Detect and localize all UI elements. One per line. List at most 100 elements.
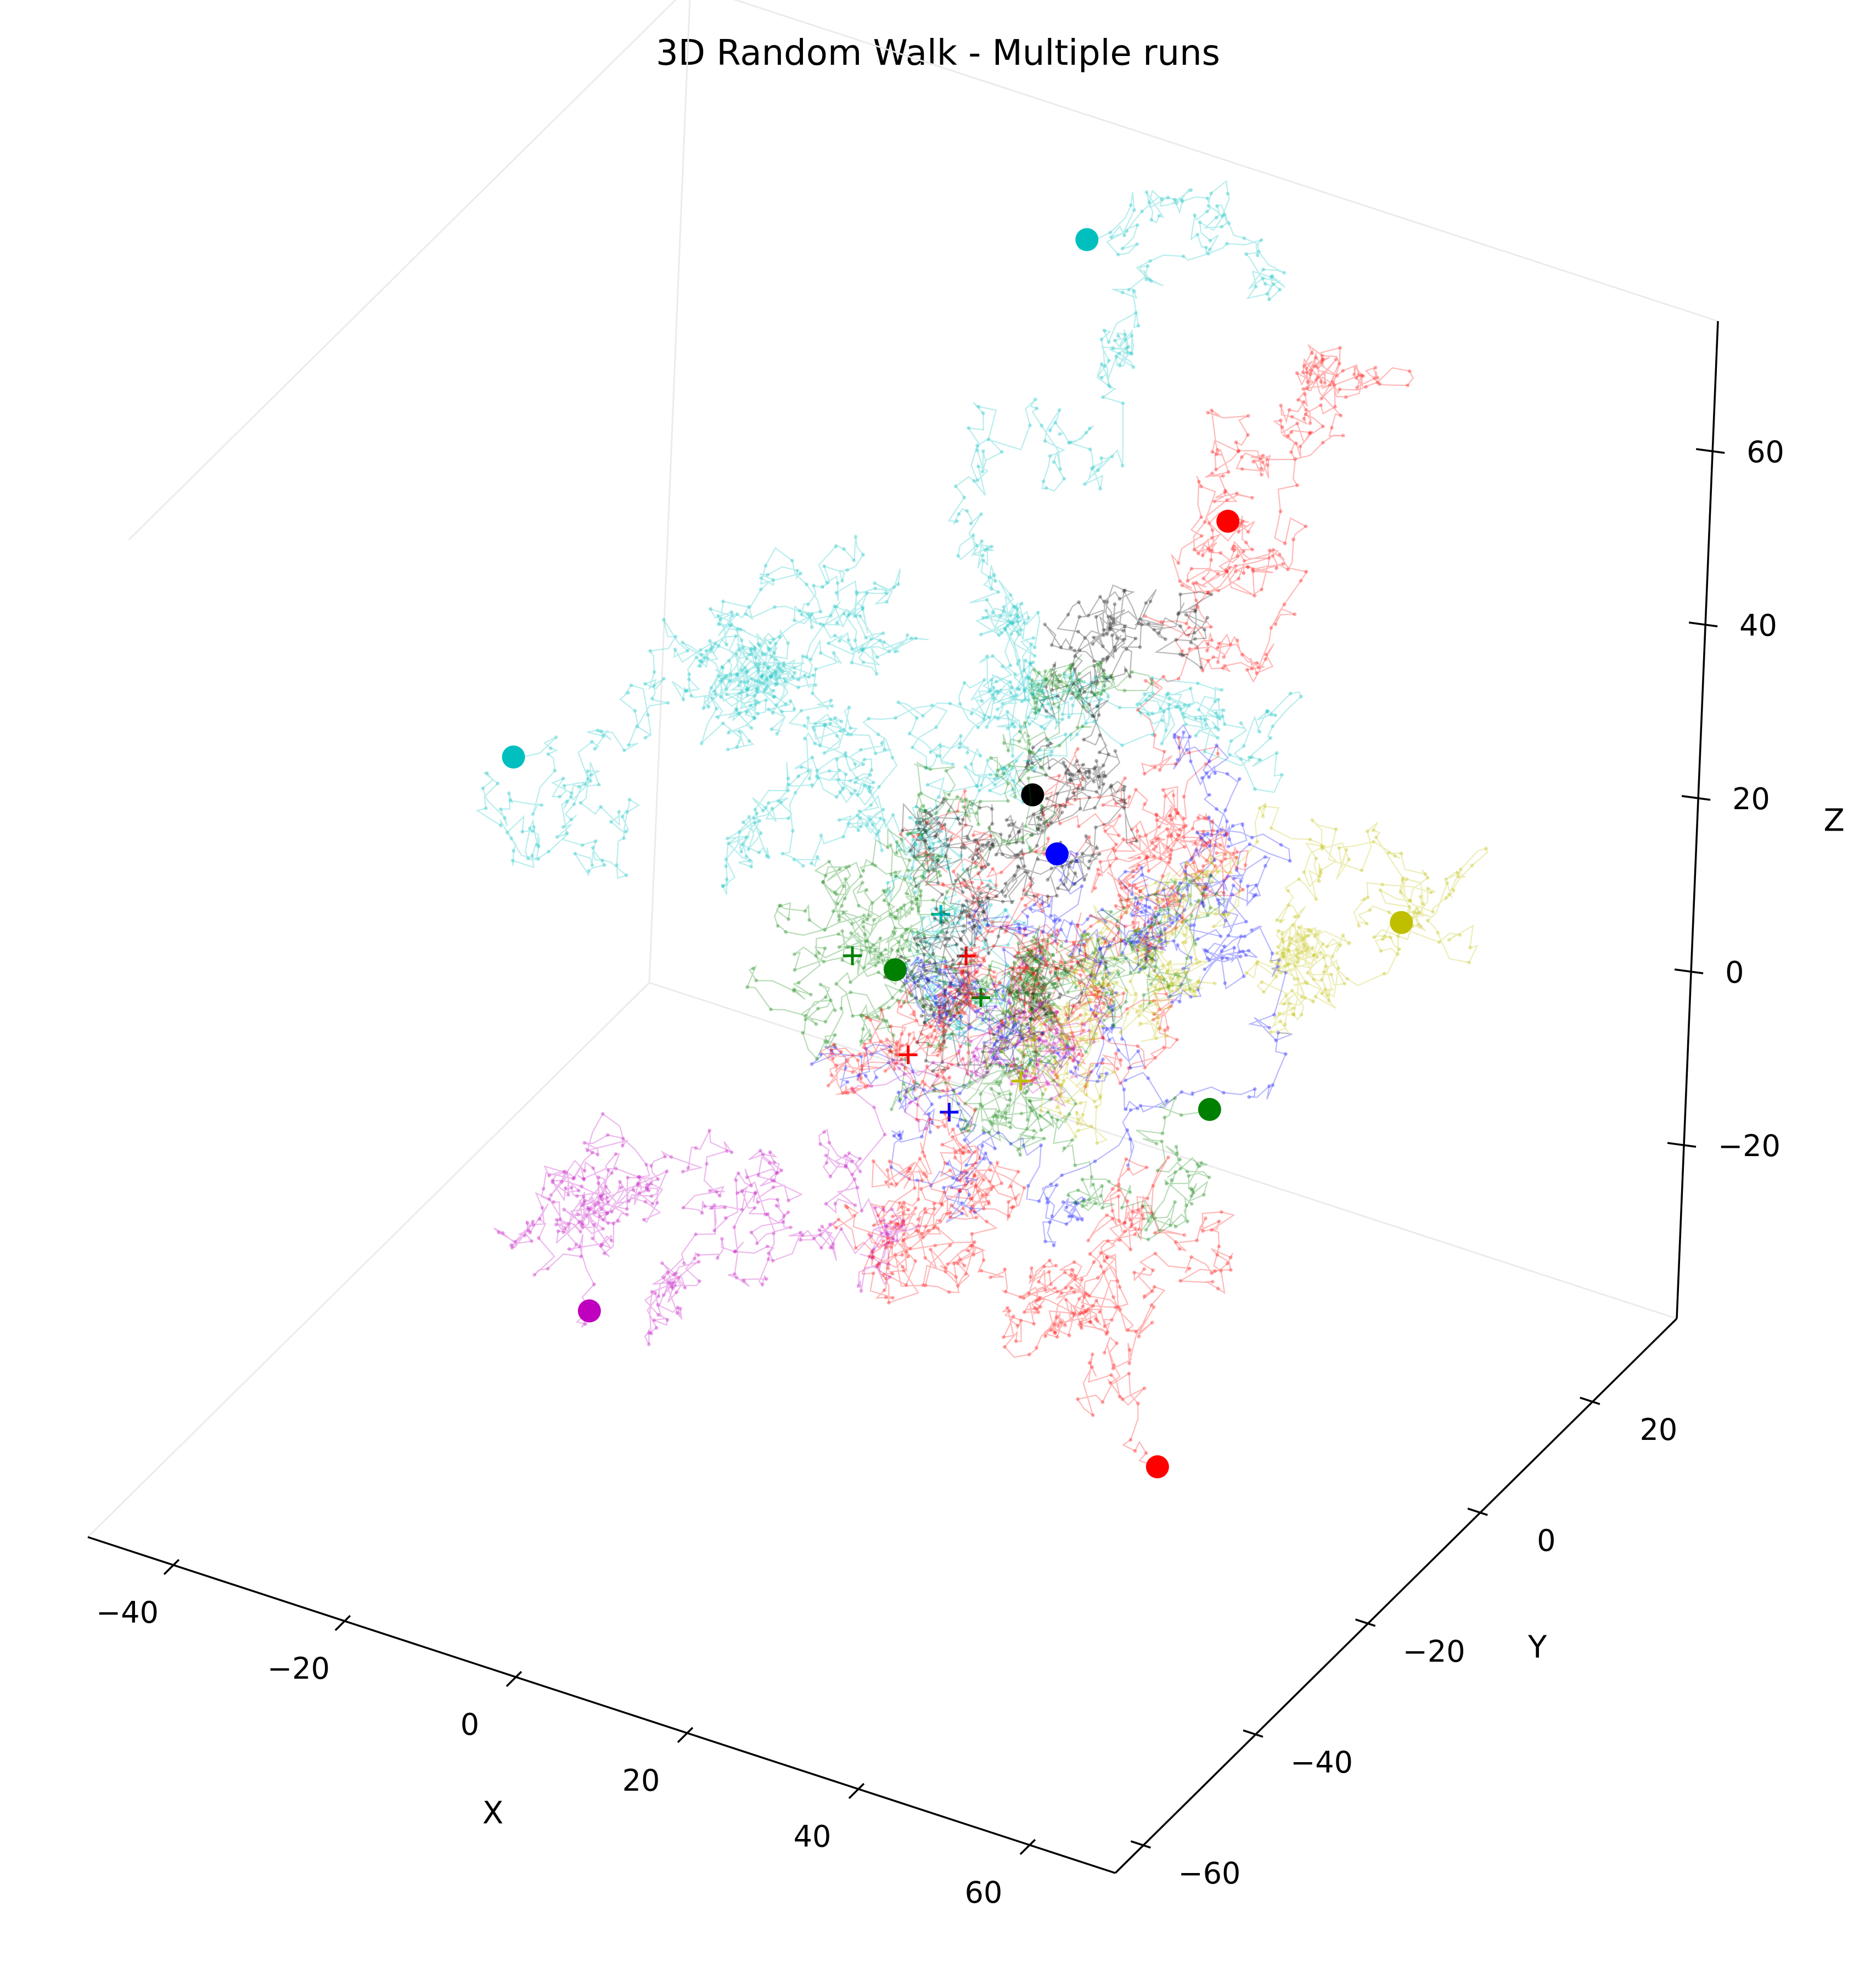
walk-point [1218,843,1222,847]
walk-point [877,784,881,789]
walk-point [923,828,926,832]
walk-point [512,849,515,853]
walk-point [707,1129,711,1133]
walk-point [1006,1009,1010,1013]
walk-point [964,1163,968,1168]
walk-point [1057,408,1061,412]
walk-point [605,1212,609,1216]
walk-point [1038,977,1043,981]
walk-point [1089,1017,1094,1021]
walk-point [1003,1071,1007,1075]
walk-point [499,823,503,828]
walk-point [1049,821,1053,825]
walk-point [1162,978,1166,982]
x-tick-label: −40 [96,1595,159,1630]
walk-point [963,1030,967,1034]
walk-point [806,715,810,720]
walk-point [1064,1019,1068,1023]
walk-point [979,512,984,516]
walk-point [1013,1044,1018,1049]
walk-point [981,946,986,950]
walk-point [600,1192,605,1197]
walk-point [929,1007,933,1011]
walk-point [916,1197,920,1202]
walk-point [577,784,581,789]
walk-point [922,1172,926,1176]
walk-point [1007,1309,1012,1313]
walk-point [742,1279,746,1283]
walk-point [1063,1324,1068,1327]
walk-point [1036,1038,1041,1042]
walk-point [961,999,965,1003]
walk-point [1010,685,1014,689]
walk-point [856,1186,860,1190]
walk-point [743,680,747,684]
walk-point [970,1163,975,1168]
walk-point [990,920,995,924]
walk-point [840,1091,845,1095]
walk-point [598,1195,602,1199]
walk-point [766,1212,770,1216]
walk-point [943,1003,947,1007]
walk-point [681,1169,685,1174]
walk-point [1081,762,1086,767]
walk-point [1379,949,1383,953]
walk-point [1182,835,1186,839]
walk-point [907,958,911,963]
walk-point [1282,954,1287,958]
walk-point [1426,887,1430,890]
walk-point [615,1219,620,1223]
walk-point [1195,875,1200,879]
walk-point [845,1091,850,1095]
walk-point [1162,749,1166,754]
walk-point [893,870,897,874]
walk-point [916,1218,920,1221]
walk-point [1184,899,1189,903]
walk-point [1158,907,1162,911]
walk-point [988,1031,992,1035]
walk-point [1061,882,1066,887]
walk-point [1128,1348,1132,1352]
walk-point [1040,984,1044,988]
walk-point [846,822,850,826]
walk-point [999,631,1003,635]
walk-point [1013,1197,1018,1201]
walk-point [1065,683,1069,688]
walk-point [856,828,861,832]
walk-point [1026,738,1031,743]
walk-point [1166,898,1170,901]
walk-point [985,654,989,658]
walk-point [724,642,729,647]
walk-point [586,769,589,773]
walk-point [984,1192,988,1197]
walk-point [1263,282,1267,286]
walk-point [828,1246,833,1250]
walk-point [985,546,990,551]
walk-point [946,1262,950,1266]
walk-point [877,970,881,974]
walk-point [963,1183,968,1187]
walk-point [1013,672,1017,676]
walk-point [837,639,841,643]
walk-point [838,790,842,794]
walk-point [1160,1139,1164,1143]
walk-point [1023,621,1027,625]
walk-point [1012,604,1015,609]
walk-point [1210,471,1215,475]
walk-point [709,648,713,652]
walk-point [1009,1092,1013,1096]
walk-point [579,1254,583,1259]
walk-point [1203,840,1206,845]
walk-point [530,829,535,833]
walk-point [1021,1055,1026,1059]
walk-point [978,926,982,930]
walk-point [1076,1188,1080,1192]
walk-point [622,836,626,840]
walk-point [939,1046,942,1050]
walk-point [1207,775,1211,780]
walk-point [1029,663,1032,667]
walk-point [1010,900,1014,905]
walk-point [1124,911,1128,915]
walk-point [1136,927,1141,932]
walk-point [1037,682,1041,686]
